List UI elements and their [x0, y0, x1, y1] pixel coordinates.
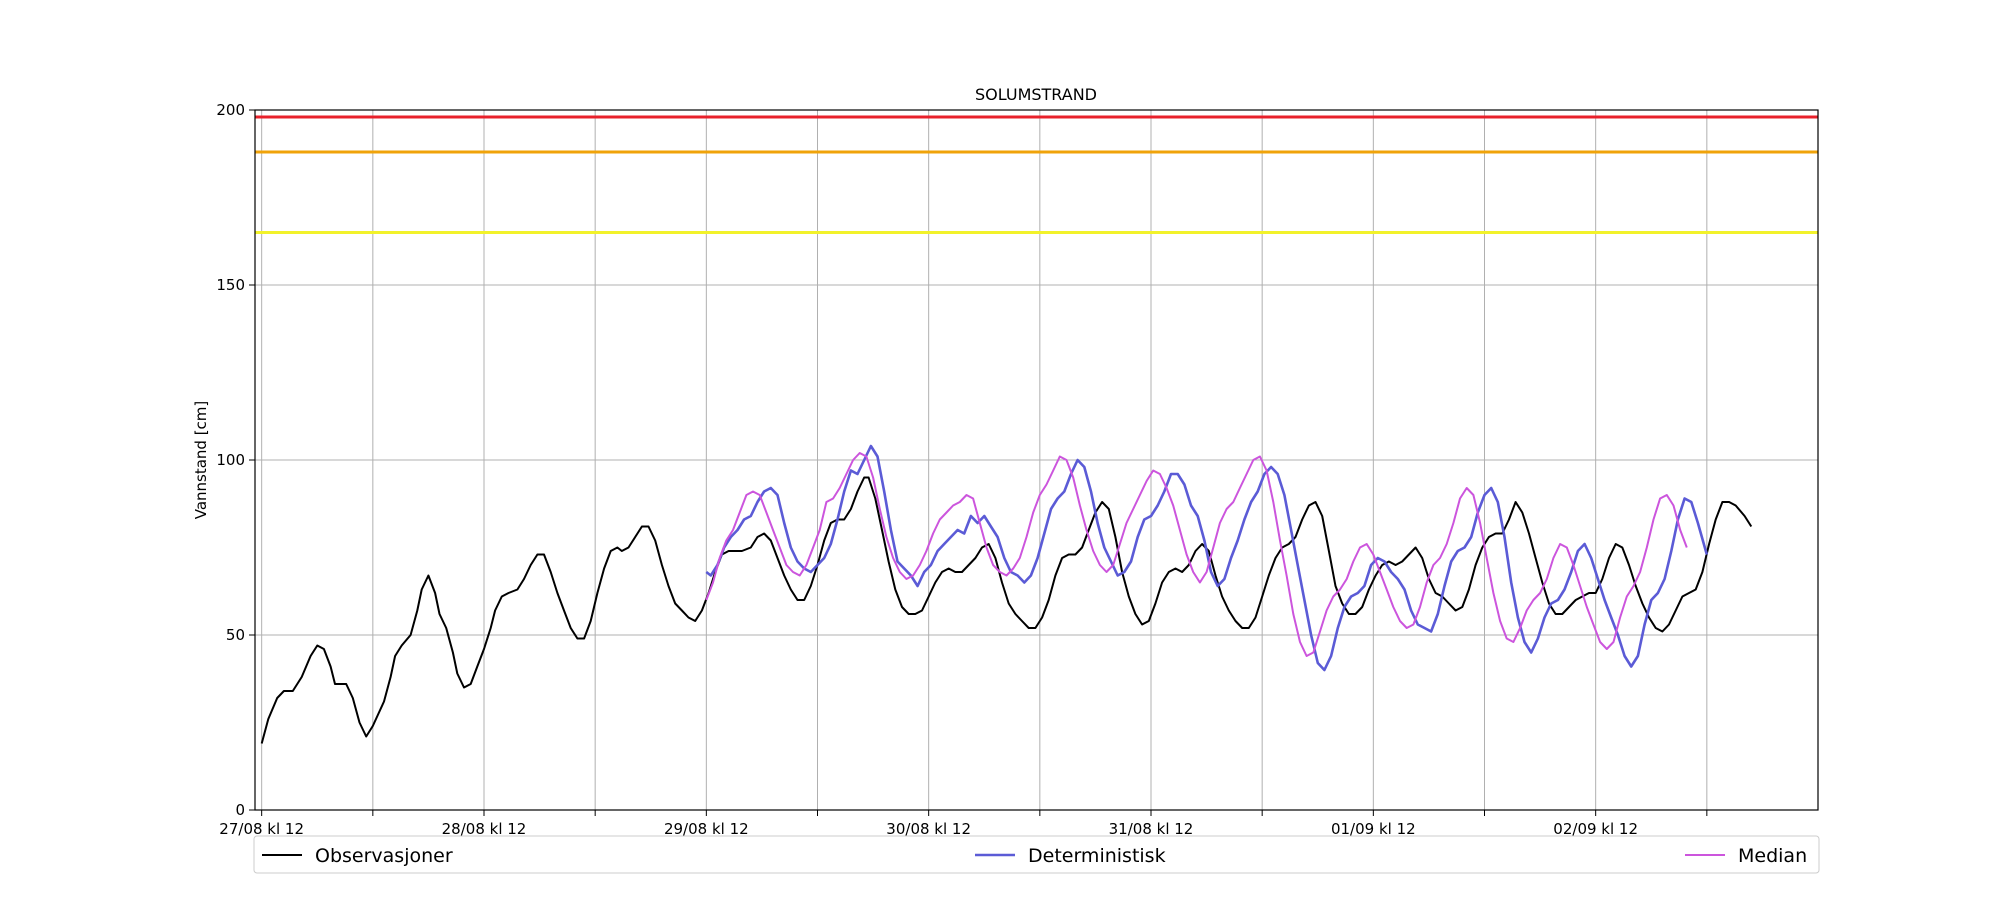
legend: Observasjoner Deterministisk Median — [253, 835, 1820, 874]
x-tick-label: 01/09 kl 12 — [1331, 820, 1416, 838]
grid-layer — [255, 109, 1818, 811]
x-tick-label: 31/08 kl 12 — [1109, 820, 1194, 838]
axes: 0 50 100 150 200 27/08 kl 12 28/08 kl 12 29/08 … — [216, 101, 1708, 838]
x-tick-label: 27/08 kl 12 — [219, 820, 304, 838]
y-tick-label: 0 — [235, 801, 245, 819]
legend-label: Median — [1738, 845, 1807, 867]
y-axis-label: Vannstand [cm] — [192, 401, 210, 520]
y-tick-label: 150 — [216, 276, 245, 294]
legend-label: Observasjoner — [315, 845, 453, 867]
x-tick-label: 29/08 kl 12 — [664, 820, 749, 838]
chart-title: SOLUMSTRAND — [975, 85, 1097, 104]
y-tick-label: 100 — [216, 451, 245, 469]
series-line-median — [705, 452, 1688, 657]
x-tick-label: 28/08 kl 12 — [442, 820, 527, 838]
legend-label: Deterministisk — [1028, 845, 1166, 867]
legend-box — [253, 835, 1820, 874]
y-tick-label: 50 — [226, 626, 245, 644]
y-tick-label: 200 — [216, 101, 245, 119]
x-tick-label: 02/09 kl 12 — [1553, 820, 1638, 838]
threshold-lines — [255, 115, 1818, 234]
x-tick-label: 30/08 kl 12 — [886, 820, 971, 838]
series-lines — [260, 444, 1753, 744]
series-line-deterministisk — [705, 444, 1709, 672]
